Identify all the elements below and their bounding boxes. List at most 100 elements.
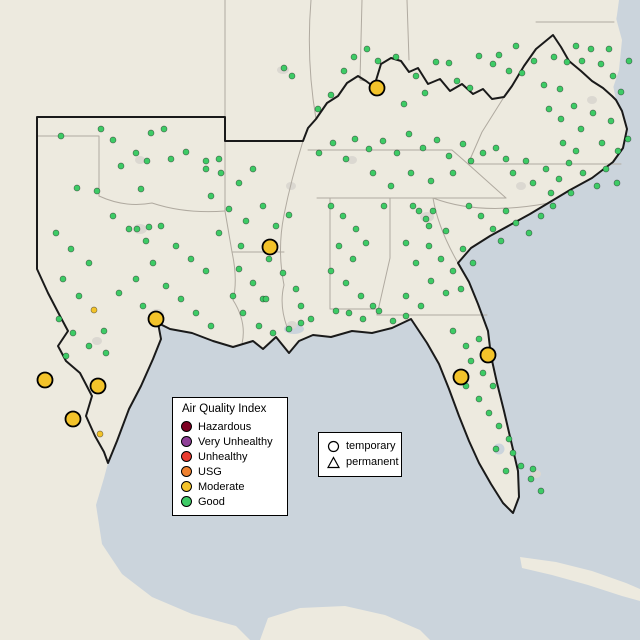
station-marker-good[interactable] — [502, 155, 510, 163]
station-marker-good[interactable] — [237, 242, 245, 250]
station-marker-good[interactable] — [269, 329, 277, 337]
station-marker-good[interactable] — [445, 152, 453, 160]
station-marker-good[interactable] — [59, 275, 67, 283]
station-marker-good[interactable] — [272, 222, 280, 230]
station-marker-good[interactable] — [55, 315, 63, 323]
station-marker-good[interactable] — [345, 309, 353, 317]
station-marker-good[interactable] — [421, 89, 429, 97]
station-marker-good[interactable] — [492, 144, 500, 152]
station-marker-good[interactable] — [172, 242, 180, 250]
station-marker-good[interactable] — [62, 352, 70, 360]
station-marker-good[interactable] — [149, 259, 157, 267]
station-marker-good[interactable] — [563, 58, 571, 66]
station-marker-good[interactable] — [389, 317, 397, 325]
station-marker-moderate[interactable] — [261, 238, 279, 256]
station-marker-good[interactable] — [75, 292, 83, 300]
station-marker-good[interactable] — [207, 322, 215, 330]
station-marker-good[interactable] — [314, 105, 322, 113]
station-marker-good[interactable] — [182, 148, 190, 156]
station-marker-good[interactable] — [565, 159, 573, 167]
station-marker-good[interactable] — [525, 229, 533, 237]
station-marker-good[interactable] — [265, 255, 273, 263]
station-marker-good[interactable] — [467, 157, 475, 165]
station-marker-good[interactable] — [349, 255, 357, 263]
station-marker-good[interactable] — [555, 175, 563, 183]
station-marker-good[interactable] — [342, 279, 350, 287]
station-marker-good[interactable] — [279, 269, 287, 277]
station-marker-good[interactable] — [625, 57, 633, 65]
station-marker-good[interactable] — [217, 169, 225, 177]
station-marker-good[interactable] — [132, 149, 140, 157]
station-marker-good[interactable] — [132, 275, 140, 283]
station-marker-good[interactable] — [402, 292, 410, 300]
station-marker-good[interactable] — [495, 51, 503, 59]
station-marker-good[interactable] — [255, 322, 263, 330]
station-marker-good[interactable] — [489, 225, 497, 233]
station-marker-good[interactable] — [374, 57, 382, 65]
station-marker-good[interactable] — [589, 109, 597, 117]
station-marker-good[interactable] — [412, 259, 420, 267]
station-marker-good[interactable] — [115, 289, 123, 297]
station-marker-good[interactable] — [412, 72, 420, 80]
station-marker-good[interactable] — [357, 292, 365, 300]
station-marker-good[interactable] — [285, 325, 293, 333]
station-marker-good[interactable] — [449, 267, 457, 275]
station-marker-good[interactable] — [465, 202, 473, 210]
station-marker-good[interactable] — [605, 45, 613, 53]
station-marker-good[interactable] — [462, 342, 470, 350]
station-marker-good[interactable] — [417, 302, 425, 310]
station-marker-good[interactable] — [93, 187, 101, 195]
station-marker-good[interactable] — [578, 57, 586, 65]
station-marker-good[interactable] — [459, 140, 467, 148]
station-marker-good[interactable] — [235, 265, 243, 273]
station-marker-good[interactable] — [445, 59, 453, 67]
station-marker-good[interactable] — [613, 179, 621, 187]
station-marker-moderate[interactable] — [89, 377, 107, 395]
station-marker-good[interactable] — [549, 202, 557, 210]
station-marker-good[interactable] — [215, 155, 223, 163]
station-marker-good[interactable] — [537, 212, 545, 220]
station-marker-good[interactable] — [545, 105, 553, 113]
station-marker-good[interactable] — [449, 327, 457, 335]
station-marker-good[interactable] — [57, 132, 65, 140]
station-marker-good[interactable] — [449, 169, 457, 177]
station-marker-good[interactable] — [365, 145, 373, 153]
station-marker-good[interactable] — [529, 179, 537, 187]
station-marker-good[interactable] — [335, 242, 343, 250]
station-marker-good[interactable] — [459, 245, 467, 253]
station-marker-moderate[interactable] — [368, 79, 386, 97]
station-marker-moderate[interactable] — [36, 371, 54, 389]
station-marker-good[interactable] — [530, 57, 538, 65]
station-marker-good[interactable] — [475, 52, 483, 60]
station-marker-good[interactable] — [502, 467, 510, 475]
station-marker-good[interactable] — [400, 100, 408, 108]
station-marker-good[interactable] — [427, 277, 435, 285]
station-marker-moderate[interactable] — [64, 410, 82, 428]
station-marker-good[interactable] — [489, 382, 497, 390]
station-marker-good[interactable] — [229, 292, 237, 300]
station-marker-good[interactable] — [332, 307, 340, 315]
station-marker-good[interactable] — [280, 64, 288, 72]
station-marker-good[interactable] — [249, 165, 257, 173]
station-marker-good[interactable] — [540, 81, 548, 89]
station-marker-good[interactable] — [419, 144, 427, 152]
station-marker-good[interactable] — [145, 223, 153, 231]
station-marker-good[interactable] — [512, 219, 520, 227]
station-marker-good[interactable] — [85, 259, 93, 267]
station-marker-good[interactable] — [559, 139, 567, 147]
station-marker-good[interactable] — [422, 215, 430, 223]
station-marker-good[interactable] — [407, 169, 415, 177]
station-marker-good[interactable] — [297, 319, 305, 327]
station-marker-good[interactable] — [624, 135, 632, 143]
station-marker-moderate[interactable] — [147, 310, 165, 328]
station-marker-good[interactable] — [405, 130, 413, 138]
station-marker-good[interactable] — [567, 189, 575, 197]
station-marker-good[interactable] — [340, 67, 348, 75]
station-marker-good[interactable] — [572, 147, 580, 155]
station-marker-good[interactable] — [570, 102, 578, 110]
station-marker-good[interactable] — [402, 312, 410, 320]
station-marker-good[interactable] — [505, 67, 513, 75]
station-marker-good[interactable] — [425, 242, 433, 250]
station-marker-good[interactable] — [442, 227, 450, 235]
station-marker-good[interactable] — [587, 45, 595, 53]
